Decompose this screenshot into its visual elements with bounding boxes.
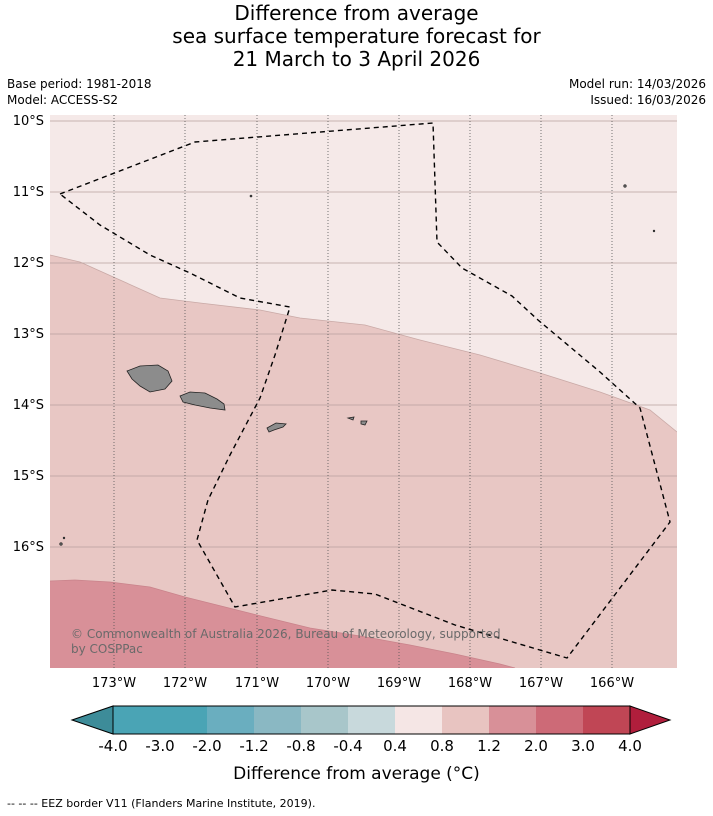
lat-label-13s: 13°S xyxy=(13,327,44,342)
colorbar-tick-6: -0.4 xyxy=(333,737,362,755)
colorbar-extend-high xyxy=(629,705,672,735)
lat-label-11s: 11°S xyxy=(13,185,44,200)
lat-label-16s: 16°S xyxy=(13,540,44,555)
model-name: Model: ACCESS-S2 xyxy=(7,93,119,107)
copyright-line-2: by COSPPac xyxy=(71,642,143,656)
colorbar-tick-11: 3.0 xyxy=(571,737,595,755)
colorbar-bin-5 xyxy=(348,706,395,734)
colorbar-bin-8 xyxy=(489,706,536,734)
lat-label-10s: 10°S xyxy=(13,114,44,129)
colorbar-tick-8: 0.8 xyxy=(430,737,454,755)
colorbar-tick-7: 0.4 xyxy=(383,737,407,755)
colorbar-bin-9 xyxy=(536,706,583,734)
colorbar-bin-10 xyxy=(583,706,630,734)
colorbar-tick-1: -4.0 xyxy=(98,737,127,755)
colorbar-bin-3 xyxy=(254,706,301,734)
colorbar-tick-9: 1.2 xyxy=(477,737,501,755)
lon-label-167w: 167°W xyxy=(519,676,563,691)
title-line-1: Difference from average xyxy=(234,1,479,25)
island-savaii xyxy=(126,364,173,393)
colorbar-tick-10: 2.0 xyxy=(524,737,548,755)
lon-label-173w: 173°W xyxy=(92,676,136,691)
lon-label-166w: 166°W xyxy=(590,676,634,691)
colorbar-caption: Difference from average (°C) xyxy=(233,764,480,784)
colorbar-bin-1 xyxy=(113,706,207,734)
lon-label-172w: 172°W xyxy=(163,676,207,691)
land-masses xyxy=(59,184,656,546)
eez-legend: -- -- -- EEZ border V11 (Flanders Marine… xyxy=(7,797,316,810)
colorbar-tick-5: -0.8 xyxy=(286,737,315,755)
lon-label-168w: 168°W xyxy=(448,676,492,691)
sst-anomaly-map: © Commonwealth of Australia 2026, Bureau… xyxy=(13,114,677,755)
colorbar xyxy=(70,705,672,735)
island-tutuila xyxy=(266,422,287,433)
title-line-3: 21 March to 3 April 2026 xyxy=(232,47,481,71)
model-run: Model run: 14/03/2026 xyxy=(568,77,706,91)
colorbar-bin-2 xyxy=(207,706,254,734)
eez-border xyxy=(58,122,671,659)
colorbar-bin-7 xyxy=(442,706,489,734)
base-period: Base period: 1981-2018 xyxy=(7,77,152,91)
lat-label-12s: 12°S xyxy=(13,256,44,271)
colorbar-tick-4: -1.2 xyxy=(239,737,268,755)
title-line-2: sea surface temperature forecast for xyxy=(172,24,541,48)
longitude-gridlines xyxy=(113,115,613,668)
island-ofu xyxy=(346,416,355,421)
lon-label-171w: 171°W xyxy=(235,676,279,691)
copyright-line-1: © Commonwealth of Australia 2026, Bureau… xyxy=(71,627,501,641)
lat-label-15s: 15°S xyxy=(13,469,44,484)
colorbar-tick-3: -2.0 xyxy=(192,737,221,755)
colorbar-tick-12: 4.0 xyxy=(618,737,642,755)
colorbar-bin-6 xyxy=(395,706,442,734)
island-upolu xyxy=(179,391,226,411)
lon-label-170w: 170°W xyxy=(306,676,350,691)
issued-date: Issued: 16/03/2026 xyxy=(590,93,706,107)
latitude-gridlines xyxy=(50,120,677,548)
colorbar-tick-2: -3.0 xyxy=(145,737,174,755)
anomaly-zone-0-8-to-1-2 xyxy=(50,255,677,668)
colorbar-extend-low xyxy=(70,705,114,735)
lat-label-14s: 14°S xyxy=(13,398,44,413)
colorbar-bin-4 xyxy=(301,706,348,734)
island-tau xyxy=(360,420,368,426)
lon-label-169w: 169°W xyxy=(377,676,421,691)
